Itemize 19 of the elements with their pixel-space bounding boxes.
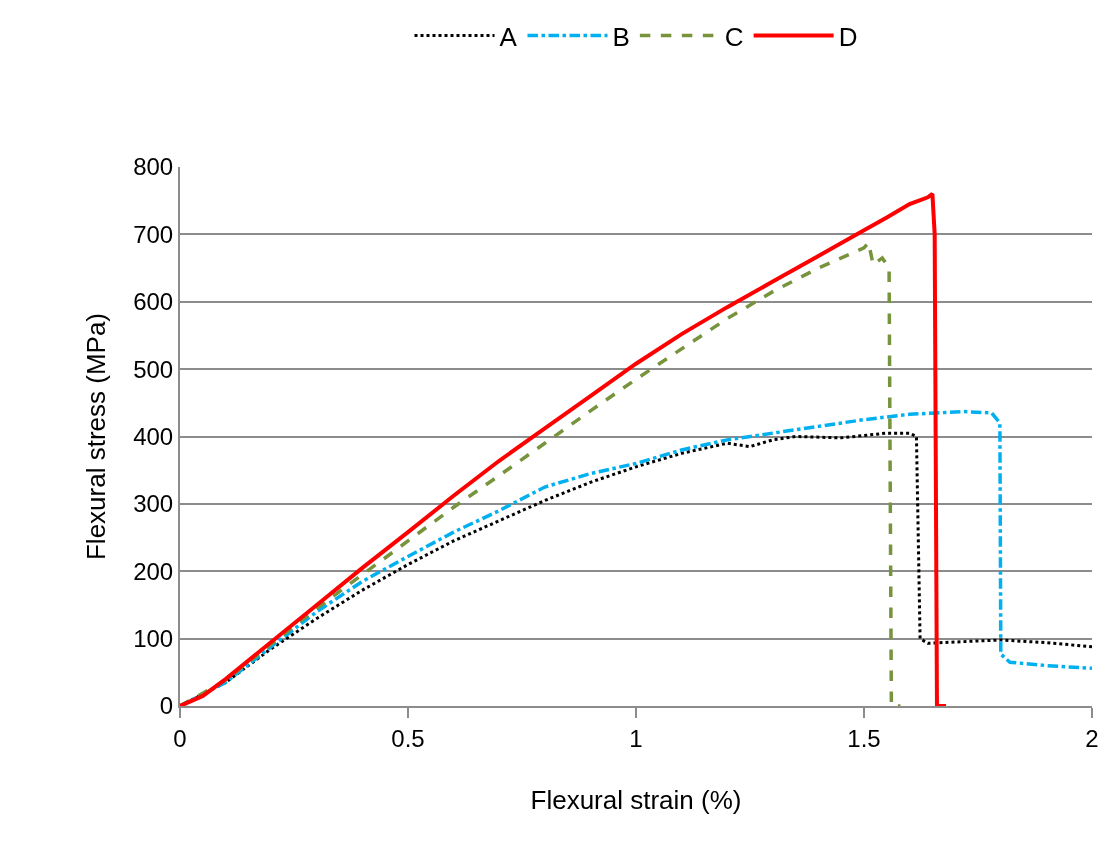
legend-label: B [612,21,630,52]
y-tick-label: 700 [133,220,174,248]
y-axis-title: Flexural stress (MPa) [81,312,112,561]
x-tick-label: 0.5 [391,724,425,752]
y-tick-label: 600 [133,288,174,316]
y-tick-label: 500 [133,355,174,383]
x-tick-label: 2 [1085,724,1099,752]
legend-label: D [838,21,858,52]
legend-label: A [499,21,518,52]
y-tick-label: 400 [133,422,174,450]
y-tick-label: 300 [133,490,174,518]
x-tick-label: 1.5 [847,724,881,752]
legend-label: C [724,21,744,52]
y-tick-label: 200 [133,557,174,585]
x-tick-label: 1 [629,724,643,752]
y-tick-label: 100 [133,625,174,653]
x-axis-title: Flexural strain (%) [530,785,742,815]
y-tick-label: 0 [159,692,174,720]
y-tick-label: 800 [133,153,174,181]
